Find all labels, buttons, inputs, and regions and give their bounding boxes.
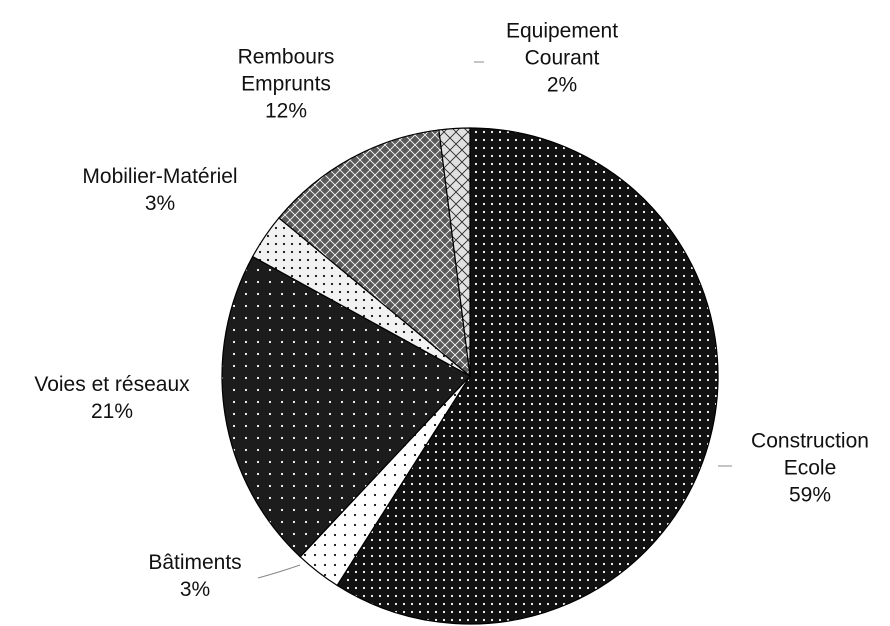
slice-label: Rembours Emprunts 12% <box>226 44 346 125</box>
slice-name: Equipement Courant <box>505 19 619 70</box>
slice-value: 3% <box>144 192 176 215</box>
pie-slice <box>336 127 719 625</box>
slice-name: Mobilier-Matériel <box>82 165 238 188</box>
slice-name: Bâtiments <box>148 551 242 574</box>
slice-name: Construction Ecole <box>751 429 869 480</box>
slice-value: 59% <box>788 483 832 507</box>
pie-slice <box>278 129 471 378</box>
slice-name: Rembours Emprunts <box>237 45 335 96</box>
slice-value: 2% <box>546 73 578 97</box>
slice-label: Construction Ecole 59% <box>735 428 885 509</box>
pie-slice <box>221 255 471 558</box>
slice-label: Bâtiments 3% <box>130 549 260 603</box>
slice-value: 3% <box>179 578 211 601</box>
slice-value: 12% <box>264 99 308 123</box>
slice-label: Equipement Courant 2% <box>497 18 627 99</box>
pie-slice <box>438 127 471 377</box>
slice-label: Voies et réseaux 21% <box>7 371 217 425</box>
leader-lines <box>257 61 732 579</box>
slice-name: Voies et réseaux <box>34 373 190 396</box>
slice-label: Mobilier-Matériel 3% <box>50 163 270 217</box>
leader-line <box>257 564 301 579</box>
slice-value: 21% <box>90 400 134 423</box>
